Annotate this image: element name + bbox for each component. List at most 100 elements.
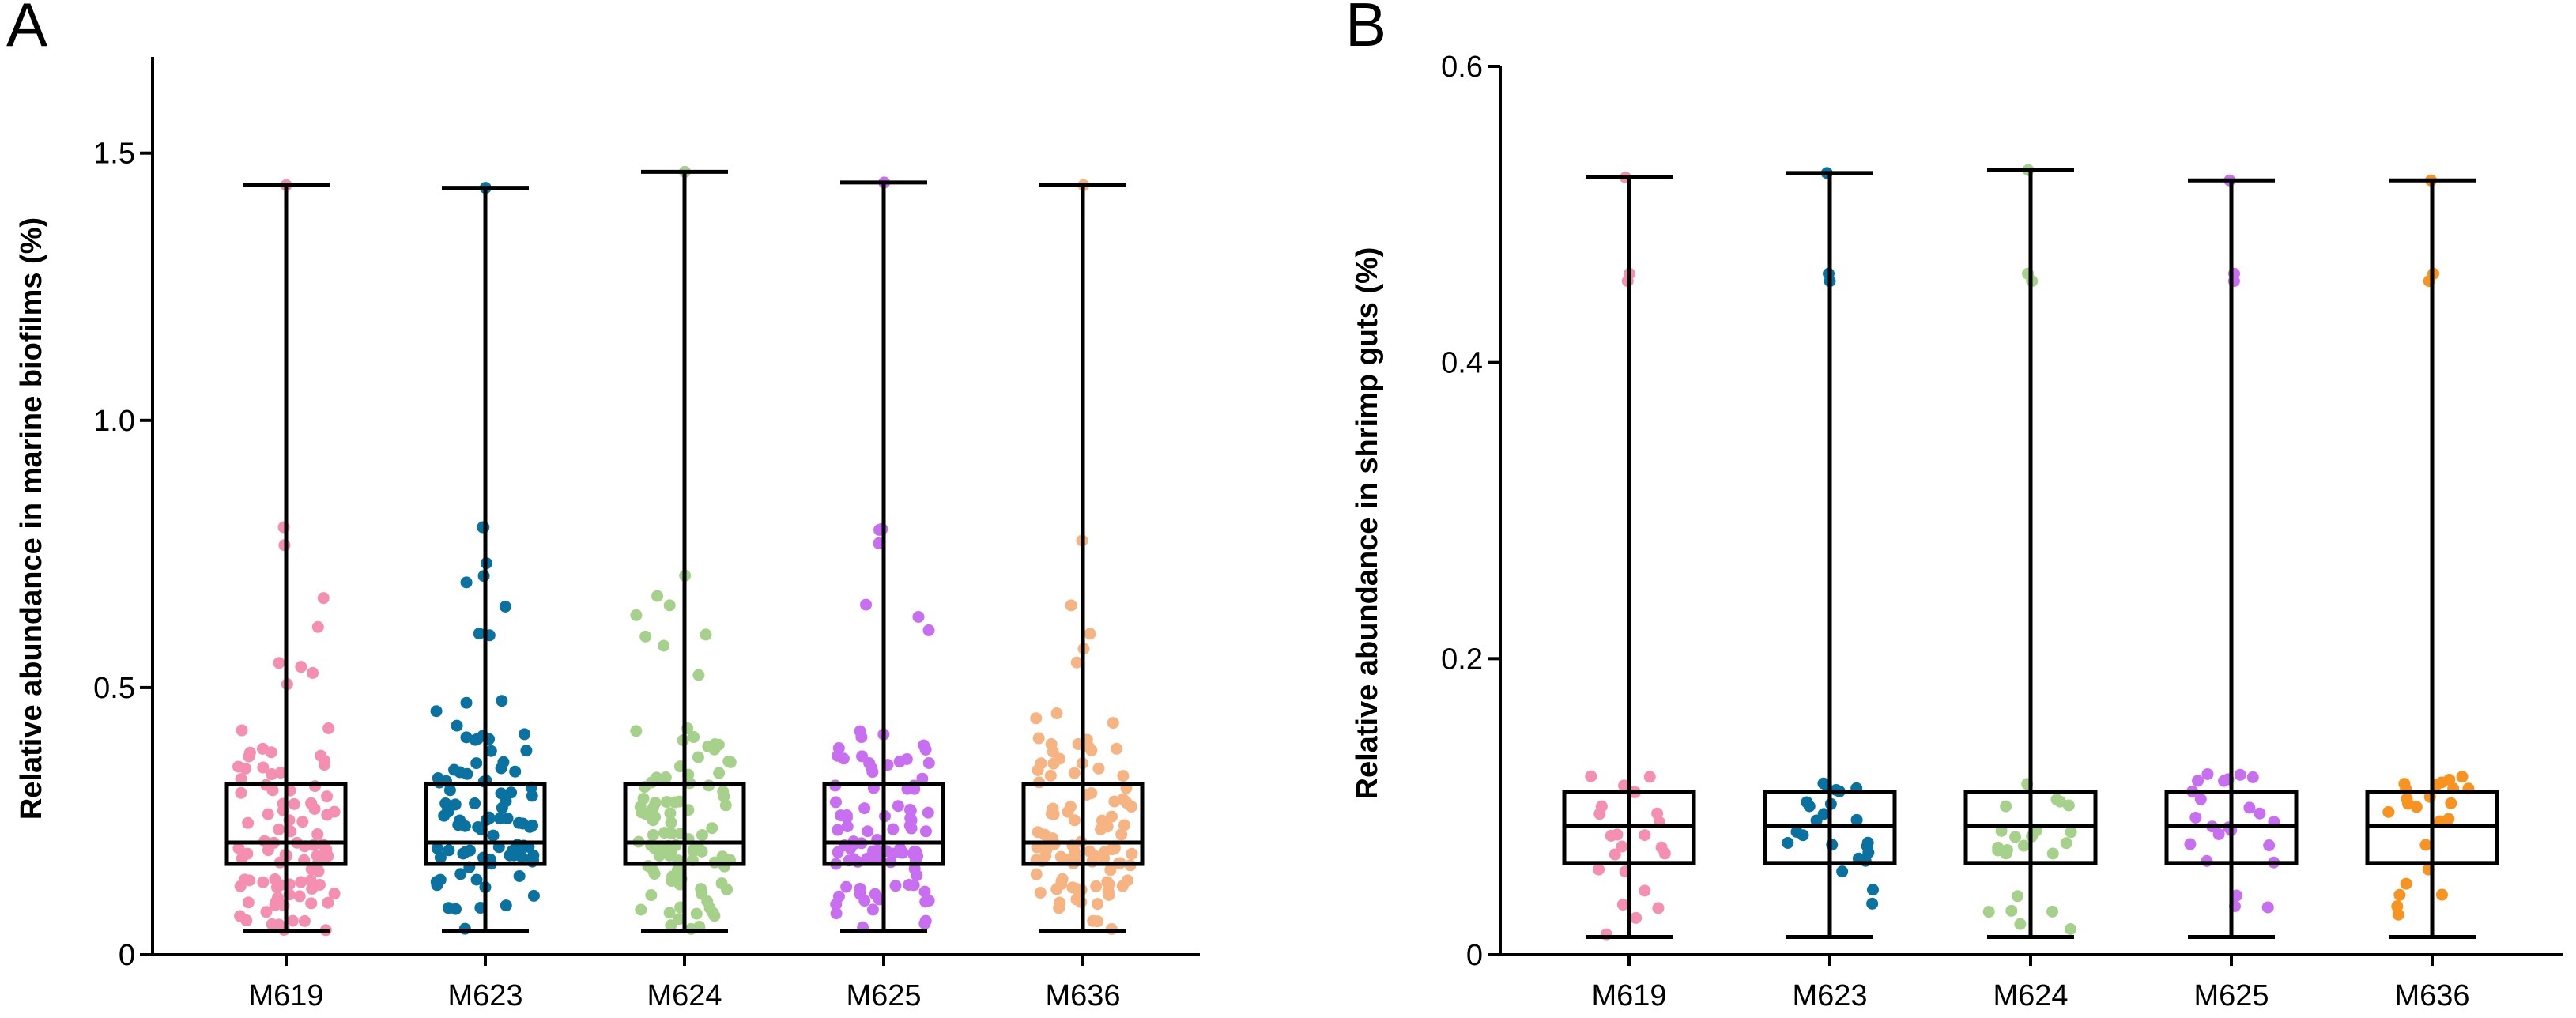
data-point (295, 661, 307, 673)
data-point (692, 669, 705, 681)
data-point (630, 725, 643, 737)
data-point (706, 822, 718, 835)
data-point (1047, 802, 1059, 815)
data-point (286, 914, 299, 927)
data-point (242, 896, 255, 909)
data-point (322, 896, 334, 909)
data-point (1032, 764, 1044, 776)
data-point (260, 906, 273, 918)
data-point (635, 903, 647, 916)
data-point (1069, 814, 1081, 827)
data-point (2231, 889, 2243, 902)
data-point (904, 805, 917, 817)
x-tick-label: M619 (1591, 979, 1666, 1012)
data-point (434, 851, 447, 864)
series-m625: M625 (822, 176, 945, 1012)
data-point (262, 844, 274, 857)
data-point (493, 813, 506, 825)
data-point (1047, 757, 1060, 770)
data-point (2012, 890, 2024, 903)
box-iqr (822, 782, 945, 866)
data-point (1032, 732, 1045, 745)
data-point (513, 869, 526, 882)
series-m619: M619 (224, 179, 348, 1012)
data-point (1111, 742, 1123, 755)
data-point (295, 876, 307, 888)
x-tick-label: M619 (248, 979, 323, 1012)
data-point (1064, 801, 1077, 813)
data-point (658, 639, 670, 652)
data-point (305, 897, 318, 910)
data-point (240, 914, 253, 927)
data-point (664, 847, 677, 860)
data-point (487, 829, 500, 842)
data-point (1085, 786, 1098, 799)
data-point (266, 768, 278, 781)
data-point (318, 759, 330, 771)
data-point (1125, 801, 1137, 813)
data-point (1032, 826, 1044, 839)
y-tick-label: 0 (119, 939, 135, 972)
data-point (2189, 811, 2202, 824)
y-tick-label: 1.0 (93, 405, 135, 438)
data-point (2192, 775, 2204, 787)
data-point (2263, 839, 2276, 852)
data-point (1115, 828, 1128, 841)
data-point (1117, 793, 1130, 805)
data-point (2014, 918, 2027, 930)
data-point (837, 752, 850, 765)
data-point (1105, 810, 1118, 823)
data-point (443, 844, 455, 857)
data-point (830, 907, 843, 920)
series-m619: M619 (1562, 172, 1696, 1012)
data-point (2261, 901, 2274, 914)
data-point (1866, 884, 1879, 896)
data-point (1639, 884, 1651, 897)
data-point (1850, 813, 1863, 826)
data-point (272, 892, 285, 904)
data-point (235, 786, 247, 799)
data-point (316, 851, 329, 864)
data-point (692, 751, 704, 764)
data-point (908, 782, 921, 795)
x-tick-label: M623 (447, 979, 522, 1012)
data-point (1030, 712, 1043, 725)
data-point (238, 873, 251, 886)
data-point (2046, 847, 2059, 860)
data-point (505, 786, 518, 799)
data-point (509, 765, 522, 778)
data-point (473, 628, 485, 640)
data-point (2243, 801, 2256, 814)
data-point (700, 628, 712, 641)
data-point (2410, 801, 2423, 813)
data-point (708, 743, 721, 756)
data-point (1104, 864, 1117, 877)
data-point (434, 873, 447, 886)
x-tick-label: M625 (2193, 979, 2269, 1012)
data-point (2062, 799, 2075, 812)
data-point (2001, 844, 2013, 857)
data-point (328, 888, 341, 900)
data-point (469, 797, 481, 810)
data-point (470, 873, 483, 886)
box-iqr (1021, 782, 1145, 866)
data-point (1836, 865, 1849, 878)
panel-b-shrimp-guts-chart: B 0 0.2 0.4 0.6 Relative abundance in shrimp … (1345, 0, 2563, 1012)
y-tick-label: 0.6 (1441, 51, 1483, 84)
series-m624: M624 (1963, 164, 2098, 1012)
data-point (916, 772, 929, 785)
data-point (893, 845, 906, 858)
data-point (832, 846, 844, 858)
data-point (630, 609, 643, 621)
data-point (311, 620, 324, 633)
data-point (660, 796, 673, 809)
data-point (1616, 899, 1629, 911)
data-point (903, 878, 915, 891)
data-point (1801, 796, 1813, 809)
data-point (242, 816, 255, 829)
data-point (860, 598, 873, 611)
data-point (858, 802, 871, 815)
data-point (1122, 874, 1134, 887)
data-point (1817, 808, 1830, 820)
